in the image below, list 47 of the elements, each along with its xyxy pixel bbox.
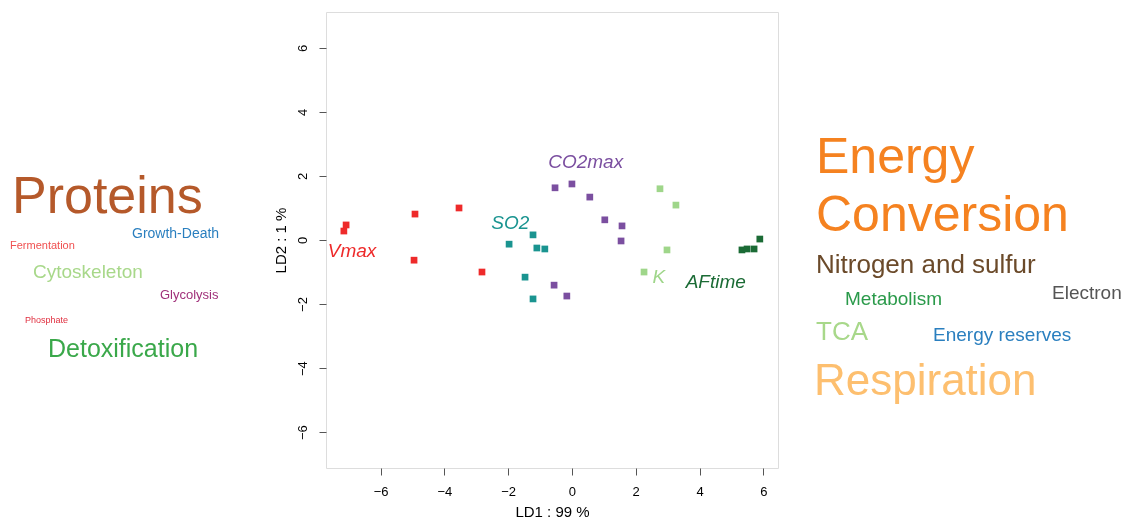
point	[551, 184, 559, 192]
text: Growth-Death	[132, 225, 220, 241]
text: Nitrogen and sulfur	[816, 249, 1037, 279]
x-tick-label: 2	[632, 483, 640, 499]
text: Electron	[1052, 282, 1122, 303]
x-tick-label: −4	[437, 483, 453, 499]
point	[586, 193, 594, 201]
text: Phosphate	[25, 315, 69, 325]
point	[601, 216, 609, 224]
text: Cytoskeleton	[33, 261, 143, 282]
x-tick-label: −2	[501, 483, 517, 499]
series-label: Vmax	[327, 240, 378, 262]
text: Metabolism	[845, 288, 943, 309]
point	[505, 240, 513, 248]
point	[550, 281, 558, 289]
text: Glycolysis	[160, 287, 220, 302]
y-tick-label: 2	[294, 172, 310, 181]
y-tick-label: −6	[294, 425, 310, 441]
text: Detoxification	[48, 334, 199, 362]
point	[521, 273, 529, 281]
text: Fermentation	[10, 239, 75, 251]
point	[656, 185, 664, 193]
x-tick-label: 4	[696, 483, 704, 499]
y-axis-title: LD2 : 1 %	[271, 207, 289, 274]
point	[756, 235, 764, 243]
text: Energy Conversion	[816, 128, 1069, 242]
point	[541, 245, 549, 253]
y-tick-label: −2	[294, 297, 310, 312]
x-tick-label: 0	[568, 483, 577, 499]
y-tick-label: 4	[294, 108, 310, 117]
text: Energy reserves	[933, 324, 1072, 345]
series-label: AFtime	[684, 270, 746, 292]
text: Respiration	[814, 355, 1037, 404]
x-tick-label: 6	[760, 483, 768, 499]
point	[533, 244, 541, 252]
text: TCA	[816, 316, 869, 346]
point	[410, 256, 418, 264]
x-tick-label: −6	[373, 483, 389, 499]
series-label: SO2	[491, 211, 530, 233]
y-tick-label: 0	[294, 236, 310, 245]
series-label: K	[652, 265, 667, 287]
y-tick-label: 6	[294, 44, 310, 52]
series-label: CO2max	[548, 150, 625, 172]
y-tick-label: −4	[294, 361, 310, 376]
x-axis-title: LD1 : 99 %	[515, 502, 590, 520]
point	[563, 292, 571, 300]
text: Proteins	[12, 166, 203, 224]
